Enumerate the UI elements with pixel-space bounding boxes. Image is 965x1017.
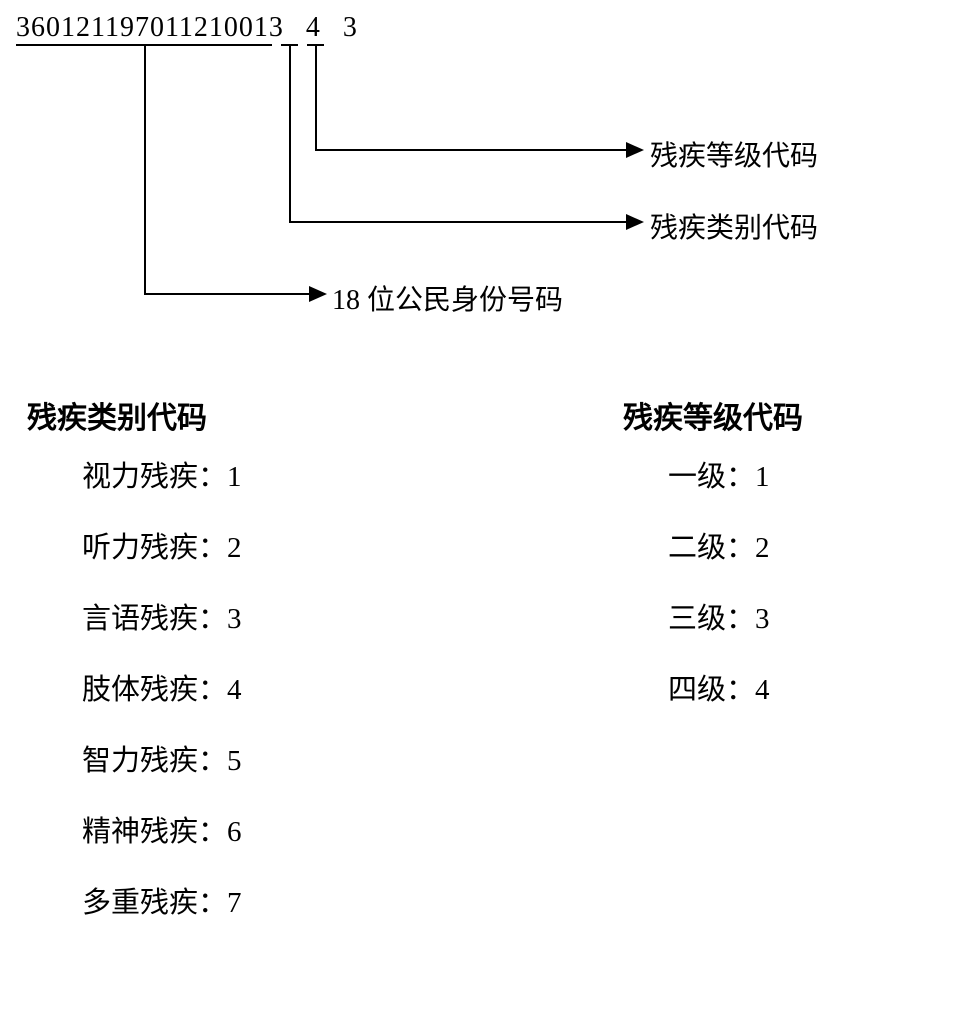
list-item: 四级：4 bbox=[668, 666, 770, 708]
item-label: 四级： bbox=[668, 674, 755, 706]
connector-vertical bbox=[315, 46, 317, 151]
list-item: 视力残疾：1 bbox=[82, 453, 242, 495]
item-label: 听力残疾： bbox=[82, 532, 227, 564]
item-code: 4 bbox=[227, 674, 242, 707]
item-code: 1 bbox=[755, 461, 770, 494]
list-item: 肢体残疾：4 bbox=[82, 666, 242, 708]
item-code: 2 bbox=[227, 532, 242, 565]
list-item: 听力残疾：2 bbox=[82, 524, 242, 566]
list-item: 多重残疾：7 bbox=[82, 879, 242, 921]
category-part: 4 bbox=[306, 12, 321, 43]
item-code: 3 bbox=[755, 603, 770, 636]
arrow-label: 残疾等级代码 bbox=[650, 134, 818, 174]
id18-part: 360121197011210013 bbox=[16, 12, 284, 43]
list-item: 精神残疾：6 bbox=[82, 808, 242, 850]
arrow-icon bbox=[626, 214, 644, 230]
item-label: 一级： bbox=[668, 461, 755, 493]
connector-vertical bbox=[144, 46, 146, 295]
item-label: 多重残疾： bbox=[82, 887, 227, 919]
item-label: 二级： bbox=[668, 532, 755, 564]
item-code: 5 bbox=[227, 745, 242, 778]
level-part: 3 bbox=[343, 12, 358, 43]
item-label: 视力残疾： bbox=[82, 461, 227, 493]
connector-horizontal bbox=[315, 149, 626, 151]
list-item: 一级：1 bbox=[668, 453, 770, 495]
connector-horizontal bbox=[144, 293, 309, 295]
connector-vertical bbox=[289, 46, 291, 223]
arrow-label: 18 位公民身份号码 bbox=[332, 278, 563, 318]
arrow-icon bbox=[309, 286, 327, 302]
item-label: 智力残疾： bbox=[82, 745, 227, 777]
item-code: 4 bbox=[755, 674, 770, 707]
list-item: 二级：2 bbox=[668, 524, 770, 566]
item-label: 言语残疾： bbox=[82, 603, 227, 635]
item-code: 3 bbox=[227, 603, 242, 636]
arrow-icon bbox=[626, 142, 644, 158]
list-item: 智力残疾：5 bbox=[82, 737, 242, 779]
list-item: 言语残疾：3 bbox=[82, 595, 242, 637]
item-code: 1 bbox=[227, 461, 242, 494]
arrow-label: 残疾类别代码 bbox=[650, 206, 818, 246]
item-code: 2 bbox=[755, 532, 770, 565]
table-header: 残疾类别代码 bbox=[27, 393, 207, 437]
connector-horizontal bbox=[289, 221, 626, 223]
item-code: 6 bbox=[227, 816, 242, 849]
table-header: 残疾等级代码 bbox=[623, 393, 803, 437]
list-item: 三级：3 bbox=[668, 595, 770, 637]
item-code: 7 bbox=[227, 887, 242, 920]
item-label: 三级： bbox=[668, 603, 755, 635]
item-label: 精神残疾： bbox=[82, 816, 227, 848]
item-label: 肢体残疾： bbox=[82, 674, 227, 706]
